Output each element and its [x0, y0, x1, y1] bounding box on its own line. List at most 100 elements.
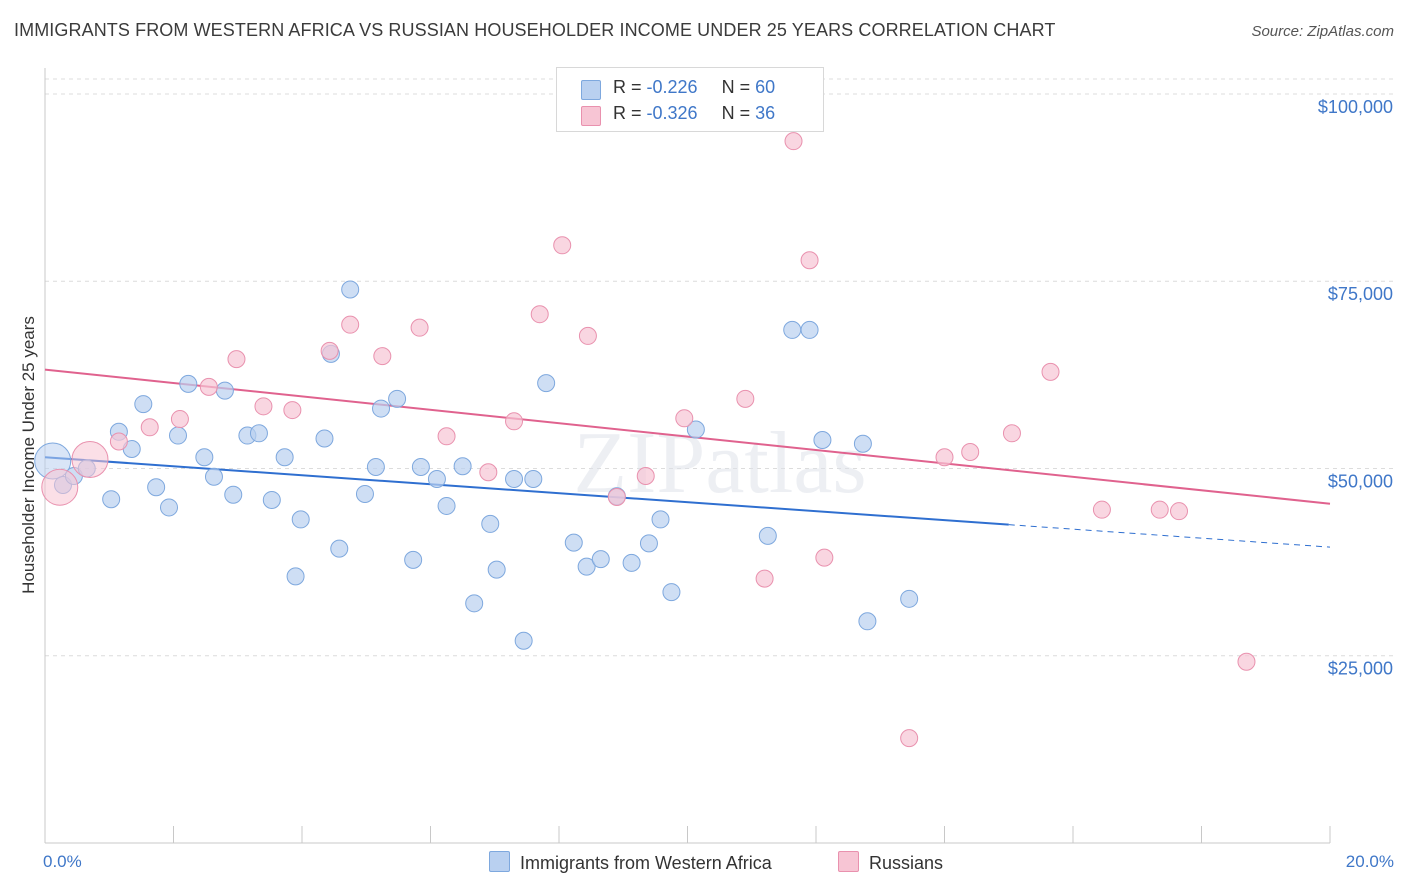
point-immigrants: [591, 550, 610, 569]
point-immigrants: [262, 490, 281, 509]
legend-n-value: 60: [755, 77, 776, 97]
correlation-legend: R = -0.226 N = 60 R = -0.326 N = 36: [556, 67, 824, 132]
x-tick-label-max: 20.0%: [1345, 852, 1394, 871]
point-immigrants: [411, 457, 430, 476]
point-immigrants: [147, 478, 166, 497]
point-immigrants: [404, 550, 423, 569]
point-russians: [1237, 652, 1256, 671]
point-immigrants: [291, 510, 310, 529]
x-tick-label-min: 0.0%: [43, 852, 82, 871]
point-immigrants: [168, 426, 187, 445]
bottom-legend-swatch-pink: [838, 851, 859, 872]
point-immigrants: [179, 374, 198, 393]
point-russians: [505, 412, 524, 431]
point-russians: [254, 397, 273, 416]
point-immigrants: [249, 424, 268, 443]
point-russians: [227, 350, 246, 369]
point-immigrants: [427, 469, 446, 488]
point-immigrants: [505, 469, 524, 488]
legend-r-label: R =: [613, 103, 647, 123]
point-russians: [140, 418, 159, 437]
point-immigrants: [204, 467, 223, 486]
source-credit: Source: ZipAtlas.com: [1251, 23, 1394, 40]
point-russians: [578, 326, 597, 345]
trend-lines: [44, 368, 1331, 548]
bottom-legend-immigrants: Immigrants from Western Africa: [489, 851, 772, 874]
point-immigrants: [437, 496, 456, 515]
series-immigrants-points: [34, 280, 919, 650]
legend-n-label: N =: [721, 103, 756, 123]
point-russians: [961, 443, 980, 462]
legend-n-value: 36: [755, 103, 776, 123]
point-immigrants: [224, 485, 243, 504]
point-immigrants: [813, 431, 832, 450]
bottom-legend-swatch-blue: [489, 851, 510, 872]
point-immigrants: [275, 448, 294, 467]
legend-swatch-pink: [581, 106, 601, 126]
point-immigrants: [622, 553, 641, 572]
point-russians: [41, 468, 79, 506]
legend-r-value: -0.326: [646, 103, 698, 123]
point-russians: [479, 463, 498, 482]
point-russians: [170, 410, 189, 429]
point-russians: [935, 448, 954, 467]
trend-line-immigrants: [44, 456, 1009, 526]
point-immigrants: [524, 469, 543, 488]
y-tick-label: $100,000: [1318, 97, 1393, 117]
point-russians: [341, 315, 360, 334]
legend-r-value: -0.226: [646, 77, 698, 97]
point-immigrants: [800, 320, 819, 339]
point-russians: [1150, 500, 1169, 519]
point-russians: [815, 548, 834, 567]
point-russians: [784, 132, 803, 151]
y-axis-label: Householder Income Under 25 years: [19, 316, 38, 594]
point-immigrants: [330, 539, 349, 558]
legend-swatch-blue: [581, 80, 601, 100]
point-immigrants: [160, 498, 179, 517]
series-russians-points: [41, 132, 1256, 748]
point-russians: [320, 341, 339, 360]
bottom-legend-label: Russians: [869, 853, 944, 873]
point-russians: [800, 251, 819, 270]
point-russians: [755, 569, 774, 588]
point-russians: [1092, 500, 1111, 519]
point-russians: [607, 487, 626, 506]
point-immigrants: [564, 533, 583, 552]
legend-n-label: N =: [721, 77, 756, 97]
point-immigrants: [286, 567, 305, 586]
point-russians: [437, 427, 456, 446]
point-immigrants: [366, 457, 385, 476]
point-russians: [900, 729, 919, 748]
point-russians: [1002, 424, 1021, 443]
point-immigrants: [372, 399, 391, 418]
point-immigrants: [315, 429, 334, 448]
bottom-legend-russians: Russians: [838, 851, 943, 874]
point-russians: [1170, 502, 1189, 521]
point-immigrants: [355, 484, 374, 503]
point-russians: [1041, 362, 1060, 381]
point-russians: [736, 389, 755, 408]
point-immigrants: [487, 560, 506, 579]
point-immigrants: [758, 526, 777, 545]
point-immigrants: [388, 389, 407, 408]
point-immigrants: [453, 457, 472, 476]
point-immigrants: [577, 557, 596, 576]
bottom-legend-label: Immigrants from Western Africa: [520, 853, 772, 873]
y-tick-label: $50,000: [1328, 471, 1393, 491]
point-russians: [109, 432, 128, 451]
point-immigrants: [639, 534, 658, 553]
trend-line-russians: [44, 368, 1331, 505]
point-russians: [530, 305, 549, 324]
point-russians: [71, 441, 109, 479]
legend-r-label: R =: [613, 77, 647, 97]
point-immigrants: [341, 280, 360, 299]
point-immigrants: [465, 594, 484, 613]
point-immigrants: [651, 510, 670, 529]
chart-title: IMMIGRANTS FROM WESTERN AFRICA VS RUSSIA…: [14, 20, 1056, 40]
point-immigrants: [102, 490, 121, 509]
point-immigrants: [514, 631, 533, 650]
point-immigrants: [662, 583, 681, 602]
point-immigrants: [215, 381, 234, 400]
y-tick-labels: $25,000 $50,000 $75,000 $100,000: [1318, 97, 1393, 679]
point-russians: [199, 377, 218, 396]
